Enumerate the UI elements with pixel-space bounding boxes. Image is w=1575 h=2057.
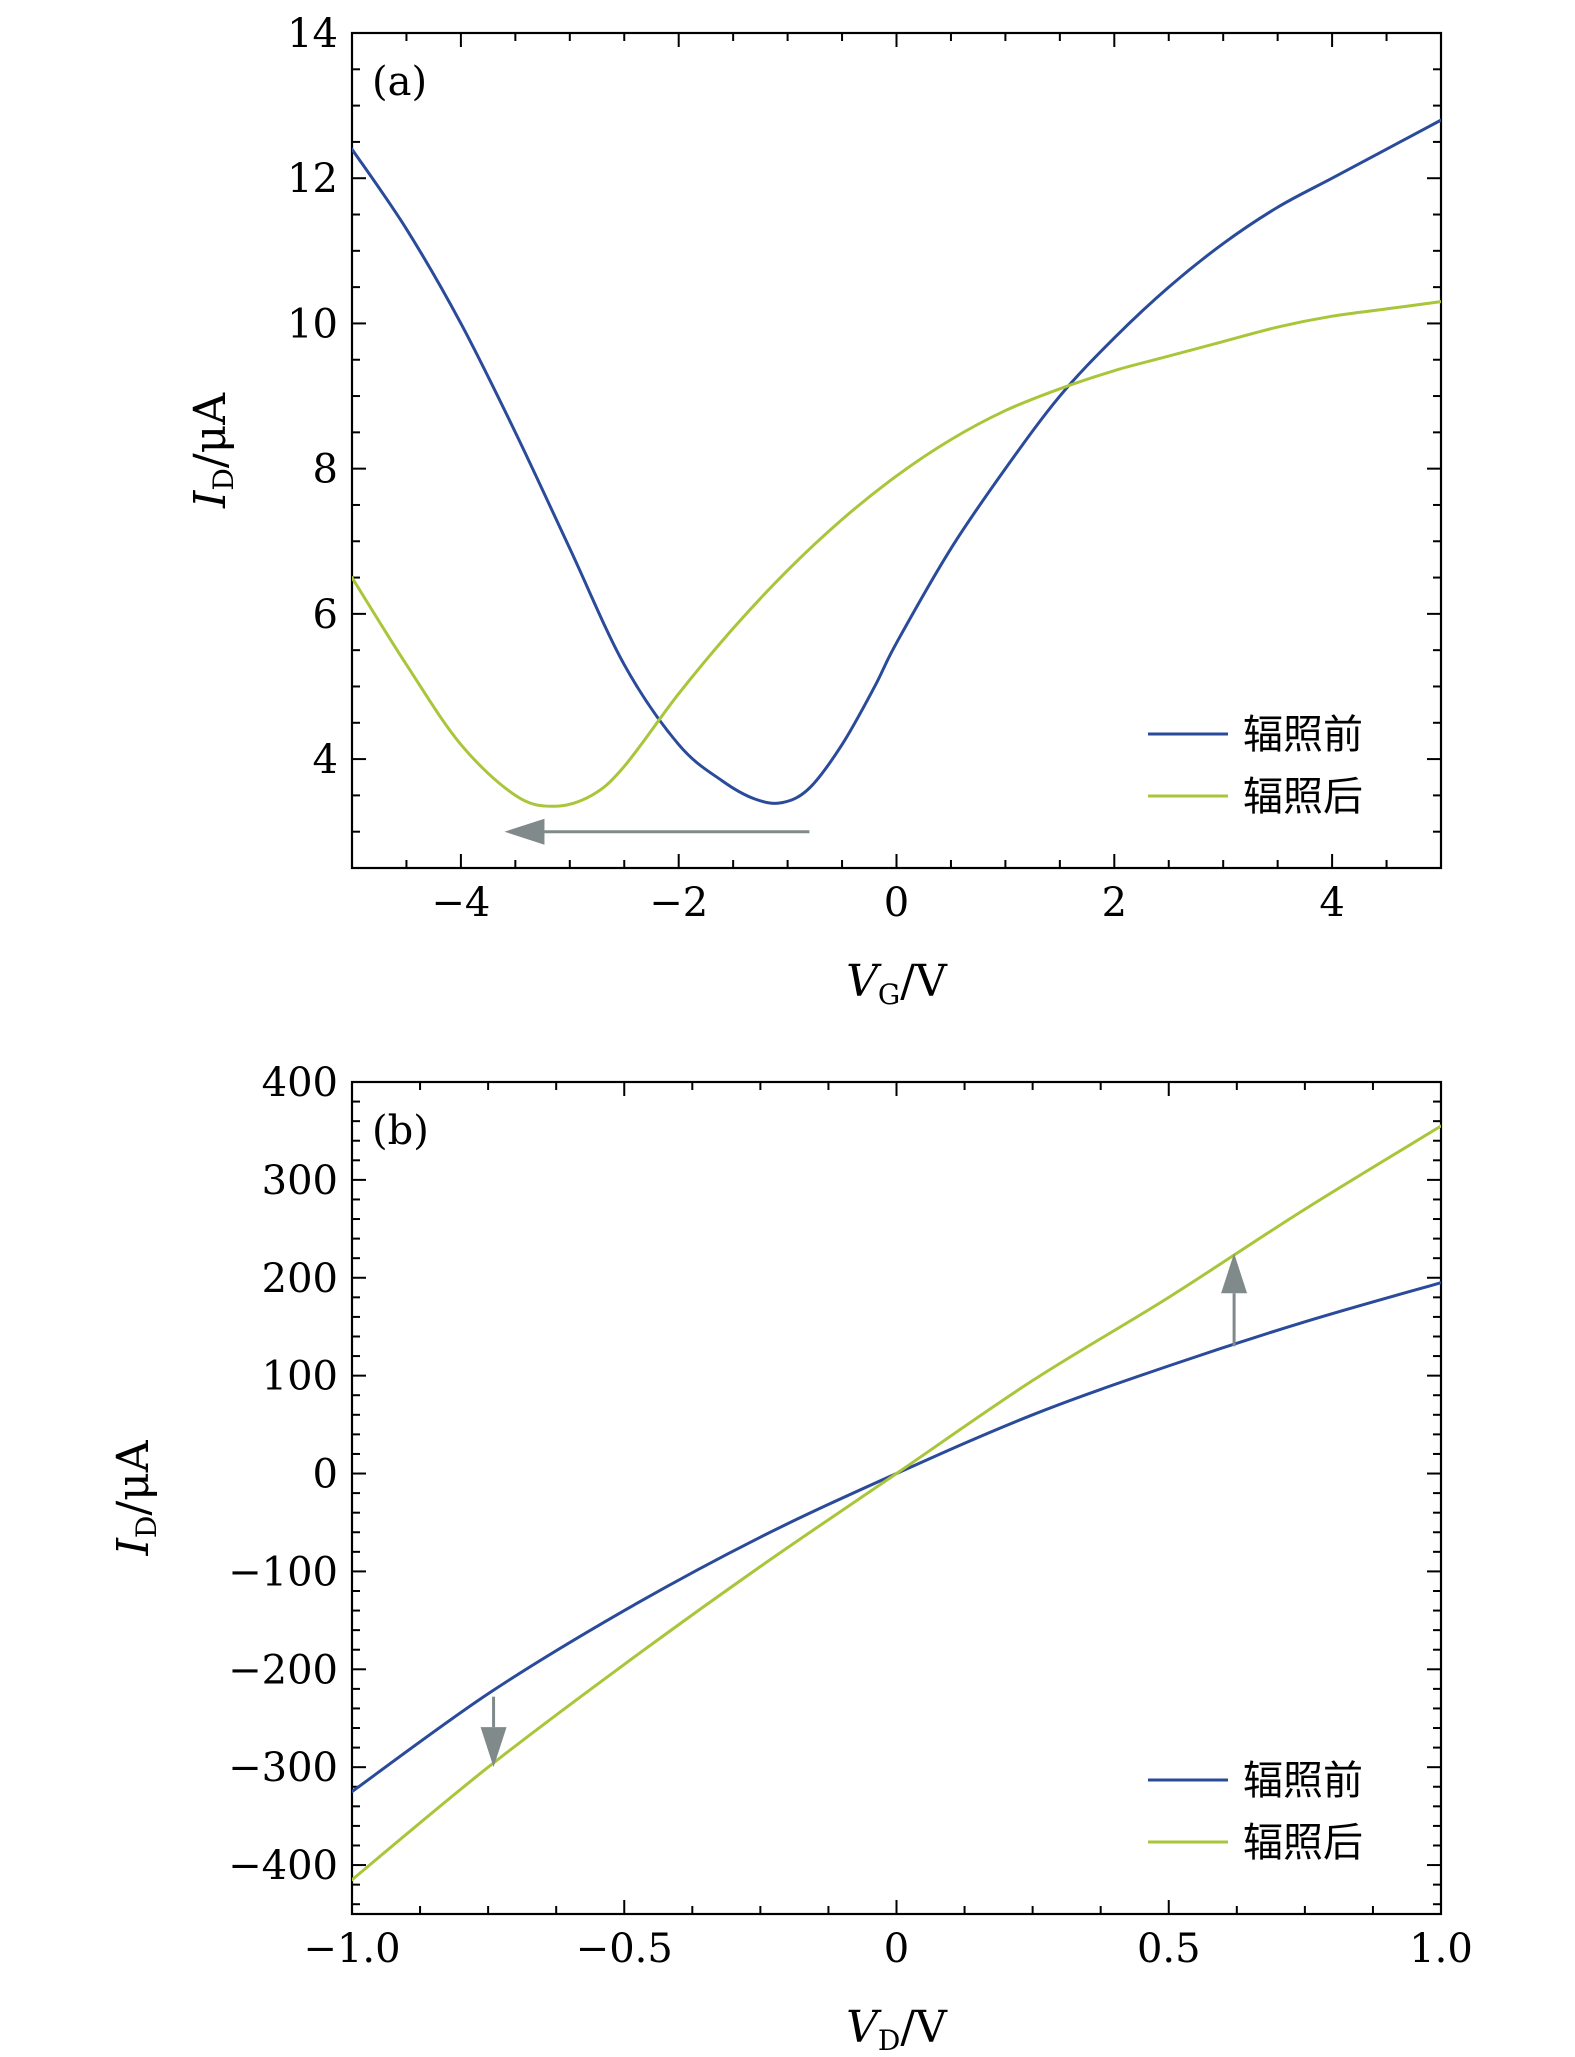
x-tick-label: 4 xyxy=(1319,880,1344,926)
series-line-before xyxy=(352,118,1441,805)
y-axis-unit: /μA xyxy=(108,1439,159,1515)
x-axis-unit: /V xyxy=(900,956,948,1007)
y-tick-label: 100 xyxy=(262,1354,338,1400)
legend-label-before: 辐照前 xyxy=(1243,1758,1363,1804)
y-tick-label: 0 xyxy=(313,1452,338,1498)
x-tick-label: 0.5 xyxy=(1137,1926,1201,1972)
annotation-arrow-head xyxy=(504,818,545,845)
y-axis-sub: D xyxy=(207,468,240,490)
y-axis-label: ID/μA xyxy=(108,1439,163,1556)
x-tick-label: 0 xyxy=(884,880,909,926)
x-tick-label: 0 xyxy=(884,1926,909,1972)
y-tick-label: −200 xyxy=(228,1647,338,1693)
series-line-after xyxy=(352,300,1441,808)
x-tick-label: −0.5 xyxy=(576,1926,673,1972)
y-tick-label: 10 xyxy=(287,301,338,347)
y-tick-label: 14 xyxy=(287,11,338,57)
x-axis-label: VD/V xyxy=(846,2002,948,2057)
y-tick-label: −300 xyxy=(228,1745,338,1791)
y-axis-var: I xyxy=(185,489,236,509)
x-axis-var: V xyxy=(846,2002,882,2053)
x-axis-sub: D xyxy=(878,2024,900,2057)
y-tick-label: 4 xyxy=(313,737,338,783)
y-tick-label: 300 xyxy=(262,1158,338,1204)
y-tick-label: 400 xyxy=(262,1060,338,1106)
x-axis-unit: /V xyxy=(900,2002,948,2053)
series-line-before xyxy=(352,1281,1441,1794)
x-tick-label: 2 xyxy=(1102,880,1127,926)
y-tick-label: 200 xyxy=(262,1256,338,1302)
chart-panel-b: −1.0 −0.5 0 0.5 1.0 −400 −300 −200 −100 0 100 200 30… xyxy=(108,1060,1473,2057)
annotation-arrow-head xyxy=(1221,1253,1248,1294)
y-axis-label: ID/μA xyxy=(185,392,240,509)
y-axis-var: I xyxy=(108,1537,159,1557)
x-tick-label: −1.0 xyxy=(303,1926,400,1972)
legend-label-after: 辐照后 xyxy=(1243,1820,1363,1866)
x-tick-label: −2 xyxy=(649,880,708,926)
y-axis-unit: /μA xyxy=(185,392,236,468)
x-tick-label: −4 xyxy=(431,880,490,926)
y-tick-label: 8 xyxy=(313,447,338,493)
legend-label-after: 辐照后 xyxy=(1243,774,1363,820)
y-tick-label: −400 xyxy=(228,1843,338,1889)
legend-label-before: 辐照前 xyxy=(1243,712,1363,758)
x-axis-var: V xyxy=(846,956,882,1007)
x-axis-label: VG/V xyxy=(846,956,948,1011)
panel-label: (a) xyxy=(372,59,427,105)
y-tick-label: −100 xyxy=(228,1549,338,1595)
panel-label: (b) xyxy=(372,1108,429,1154)
y-tick-label: 6 xyxy=(313,592,338,638)
annotation-arrow-head xyxy=(480,1727,507,1768)
x-tick-label: 1.0 xyxy=(1409,1926,1473,1972)
x-axis-sub: G xyxy=(878,978,900,1011)
y-axis-sub: D xyxy=(130,1516,163,1538)
series-line-after xyxy=(352,1124,1441,1882)
y-tick-label: 12 xyxy=(287,156,338,202)
